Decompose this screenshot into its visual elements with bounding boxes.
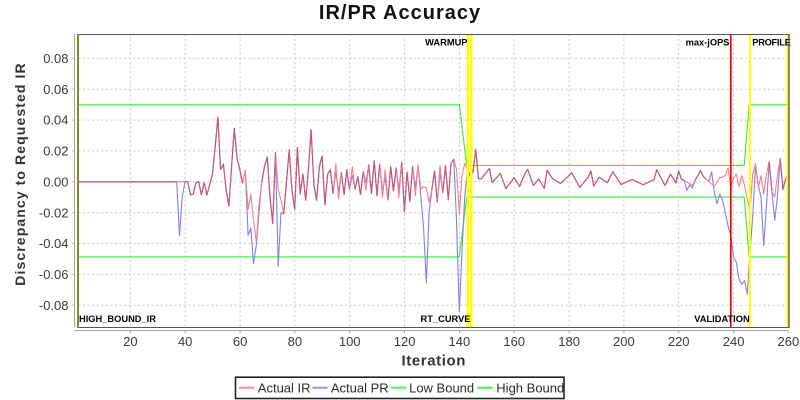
svg-text:0.02: 0.02 [43, 144, 68, 159]
svg-text:VALIDATION: VALIDATION [694, 314, 750, 324]
svg-text:120: 120 [394, 334, 416, 349]
svg-text:Discrepancy to Requested IR: Discrepancy to Requested IR [12, 62, 28, 285]
svg-text:-0.06: -0.06 [39, 267, 69, 282]
svg-text:PROFILE: PROFILE [752, 38, 790, 48]
svg-text:Actual PR: Actual PR [331, 380, 389, 395]
svg-text:160: 160 [503, 334, 525, 349]
svg-text:Actual IR: Actual IR [258, 380, 311, 395]
svg-text:HIGH_BOUND_IR: HIGH_BOUND_IR [79, 314, 156, 324]
svg-text:260: 260 [778, 334, 800, 349]
svg-text:0.06: 0.06 [43, 82, 68, 97]
svg-text:Low Bound: Low Bound [409, 380, 474, 395]
svg-text:40: 40 [178, 334, 192, 349]
svg-text:-0.02: -0.02 [39, 205, 69, 220]
svg-text:RT_CURVE: RT_CURVE [421, 314, 471, 324]
svg-text:Iteration: Iteration [402, 352, 467, 369]
svg-text:0.08: 0.08 [43, 51, 68, 66]
svg-text:220: 220 [668, 334, 690, 349]
svg-text:IR/PR Accuracy: IR/PR Accuracy [319, 2, 481, 24]
svg-text:60: 60 [233, 334, 247, 349]
svg-text:100: 100 [339, 334, 361, 349]
svg-text:140: 140 [449, 334, 471, 349]
svg-text:0.00: 0.00 [43, 174, 68, 189]
svg-text:max-jOPS: max-jOPS [686, 38, 730, 48]
svg-text:240: 240 [723, 334, 745, 349]
svg-text:-0.04: -0.04 [39, 236, 69, 251]
svg-text:180: 180 [558, 334, 580, 349]
svg-text:High Bound: High Bound [496, 380, 564, 395]
svg-text:-0.08: -0.08 [39, 298, 69, 313]
svg-text:20: 20 [123, 334, 137, 349]
svg-text:80: 80 [288, 334, 302, 349]
svg-text:0.04: 0.04 [43, 113, 68, 128]
svg-text:200: 200 [613, 334, 635, 349]
svg-text:WARMUP: WARMUP [425, 38, 467, 48]
